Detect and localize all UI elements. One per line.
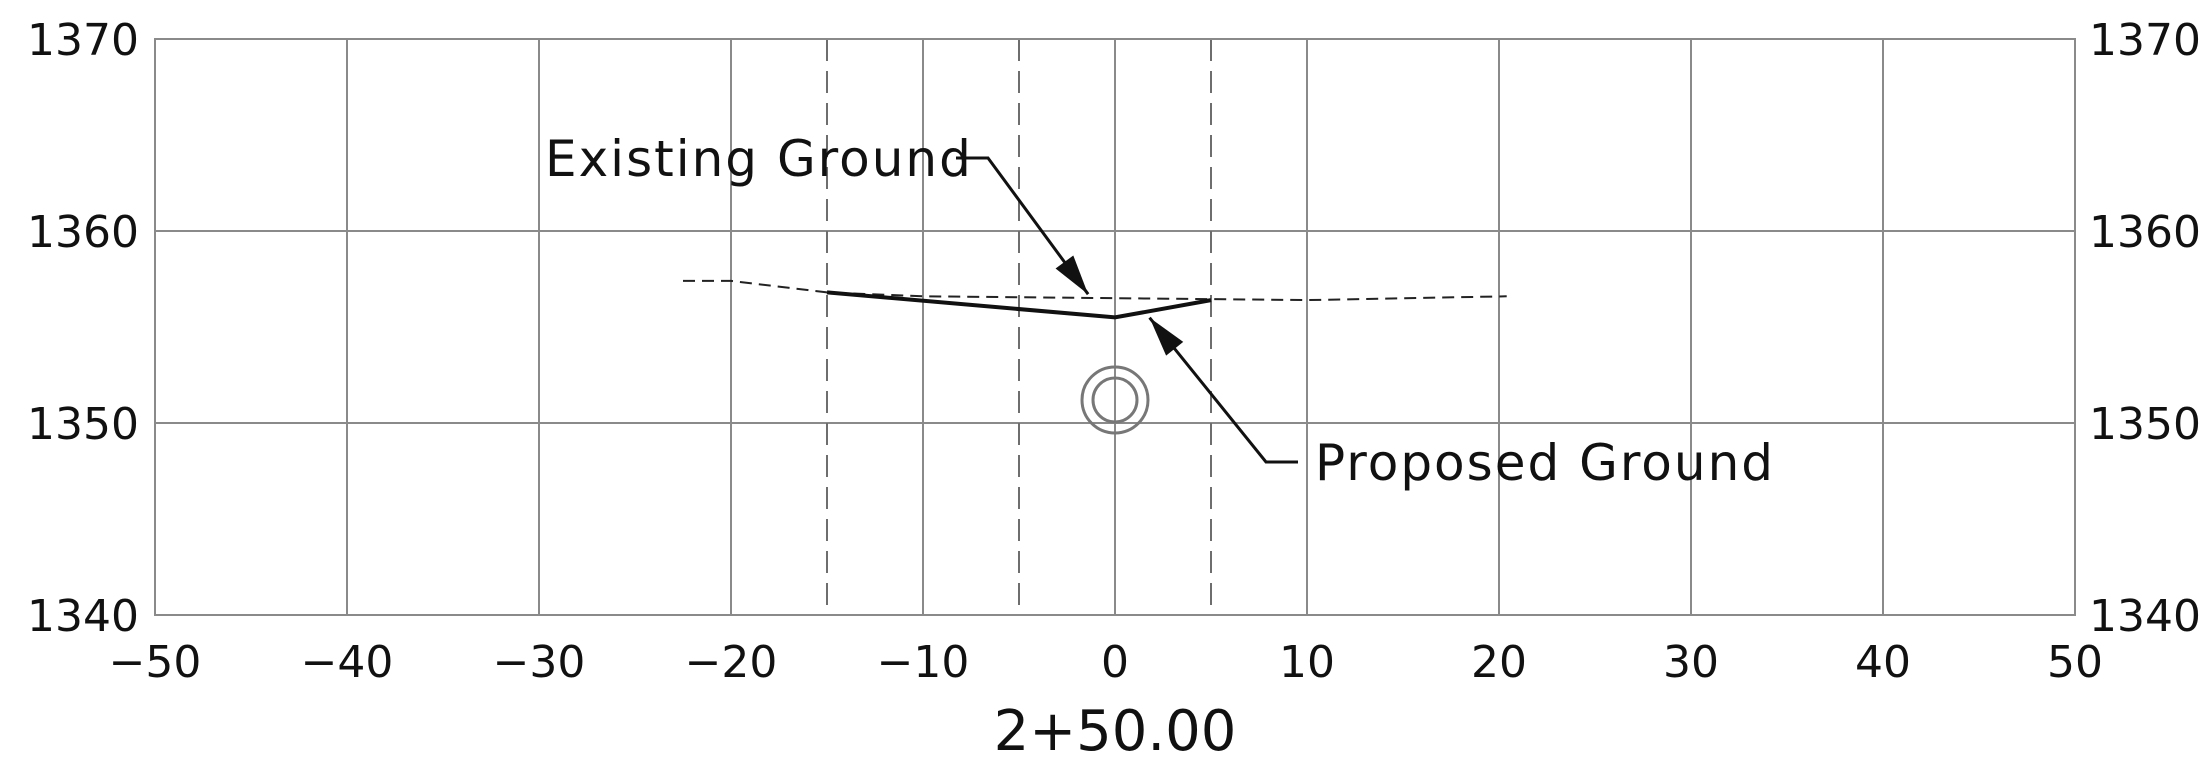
x-tick-label: −50 bbox=[109, 637, 202, 688]
x-tick-label: 40 bbox=[1855, 637, 1911, 688]
x-tick-label: −30 bbox=[493, 637, 586, 688]
y-tick-label-left: 1350 bbox=[27, 399, 139, 450]
y-tick-label-right: 1370 bbox=[2089, 15, 2201, 66]
plot-frame bbox=[154, 38, 2076, 616]
proposed-ground-callout-label: Proposed Ground bbox=[1315, 434, 1775, 492]
x-tick-label: 30 bbox=[1663, 637, 1719, 688]
proposed-ground-line bbox=[826, 290, 1212, 320]
reference-offset-lines bbox=[826, 39, 1212, 615]
x-tick-label: −20 bbox=[685, 637, 778, 688]
x-tick-label: 50 bbox=[2047, 637, 2103, 688]
pipe-symbol bbox=[1080, 365, 1150, 435]
x-tick-label: 10 bbox=[1279, 637, 1335, 688]
series-lines bbox=[683, 279, 1507, 320]
pipe-inner-circle bbox=[1091, 376, 1139, 424]
y-tick-label-right: 1350 bbox=[2089, 399, 2201, 450]
y-tick-label-right: 1360 bbox=[2089, 207, 2201, 258]
existing-ground-callout-label: Existing Ground bbox=[545, 130, 973, 188]
proposed-ground-arrow-icon bbox=[1149, 317, 1184, 356]
station-label: 2+50.00 bbox=[994, 699, 1237, 764]
y-tick-label-left: 1370 bbox=[27, 15, 139, 66]
existing-ground-leader bbox=[956, 156, 1090, 296]
proposed-ground-leader bbox=[1148, 316, 1298, 464]
existing-ground-line bbox=[683, 279, 1507, 302]
callouts: Existing Ground Proposed Ground bbox=[545, 130, 1775, 492]
y-tick-label-left: 1340 bbox=[27, 591, 139, 642]
x-tick-label: −10 bbox=[877, 637, 970, 688]
y-tick-label-left: 1360 bbox=[27, 207, 139, 258]
grid bbox=[154, 38, 2076, 616]
x-tick-label: 20 bbox=[1471, 637, 1527, 688]
x-tick-label: −40 bbox=[301, 637, 394, 688]
y-tick-label-right: 1340 bbox=[2089, 591, 2201, 642]
pipe-outer-circle bbox=[1080, 365, 1150, 435]
x-tick-label: 0 bbox=[1101, 637, 1129, 688]
existing-ground-arrow-icon bbox=[1055, 255, 1089, 295]
